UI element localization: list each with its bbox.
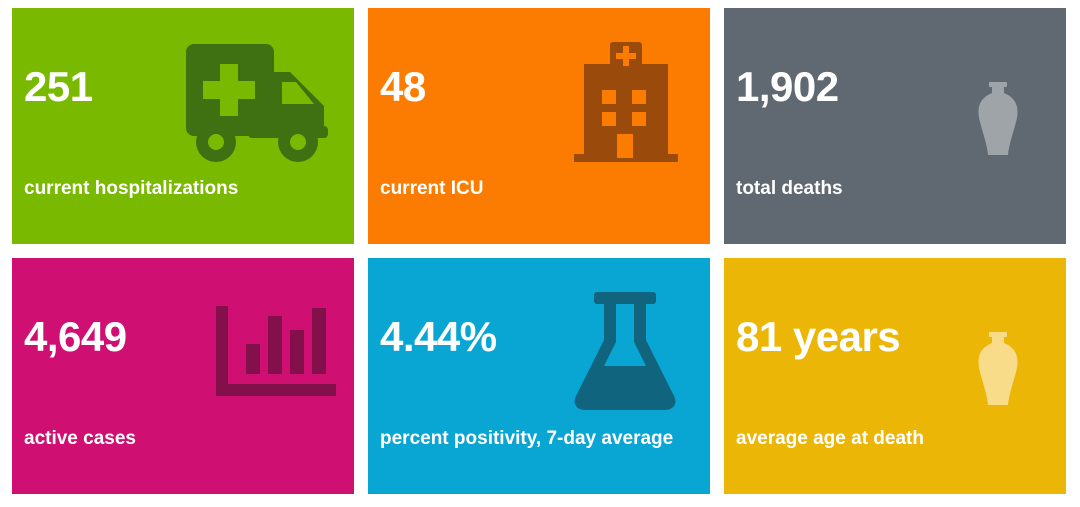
stat-tile-average-age: 81 years average age at death [724, 258, 1066, 494]
stat-tile-icu: 48 current ICU [368, 8, 710, 244]
stat-value: 4,649 [24, 313, 127, 360]
stat-label: current hospitalizations [24, 178, 239, 199]
ambulance-icon [186, 44, 328, 162]
stat-label: average age at death [736, 428, 924, 449]
stat-value: 4.44% [380, 313, 497, 360]
stat-value: 1,902 [736, 63, 839, 110]
urn-icon [978, 82, 1018, 155]
stat-label: active cases [24, 428, 136, 449]
stat-value: 81 years [736, 313, 901, 360]
urn-icon [978, 332, 1018, 405]
flask-icon [574, 292, 676, 410]
stat-value: 251 [24, 63, 93, 110]
stat-label: total deaths [736, 178, 843, 199]
stat-label: current ICU [380, 178, 484, 199]
stat-label: percent positivity, 7-day average [380, 428, 674, 449]
stat-tile-total-deaths: 1,902 total deaths [724, 8, 1066, 244]
stat-tile-hospitalizations: 251 current hospitalizations [12, 8, 354, 244]
stat-tile-positivity: 4.44% percent positivity, 7-day average [368, 258, 710, 494]
hospital-building-icon [574, 42, 678, 162]
stat-tile-active-cases: 4,649 active cases [12, 258, 354, 494]
stat-value: 48 [380, 63, 426, 110]
bar-chart-icon [216, 306, 336, 396]
